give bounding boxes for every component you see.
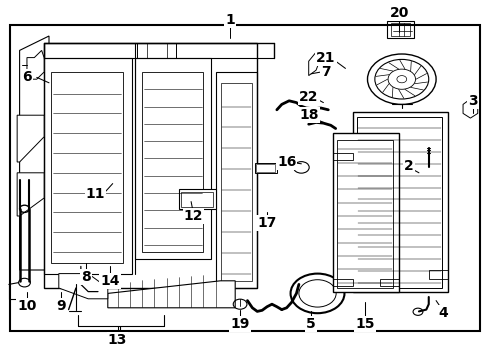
Bar [387,21,414,38]
Bar [44,58,132,274]
Text: 13: 13 [108,333,127,347]
Circle shape [291,274,344,313]
Polygon shape [44,43,257,288]
Polygon shape [59,274,108,299]
Bar [353,112,448,292]
Text: 20: 20 [390,6,409,19]
Bar [220,83,252,281]
Text: 7: 7 [321,65,331,79]
Text: 14: 14 [100,274,120,288]
Bar [147,43,167,58]
Text: 15: 15 [355,317,375,331]
Bar [333,153,353,160]
Text: 3: 3 [468,94,478,108]
Bar [51,72,122,263]
Polygon shape [27,50,44,79]
Bar [179,189,216,209]
Text: 19: 19 [230,317,250,331]
Polygon shape [463,99,478,118]
Text: 2: 2 [404,159,414,172]
Text: 4: 4 [439,306,448,320]
Bar [357,117,442,288]
Text: 10: 10 [17,299,37,313]
Bar [391,23,410,36]
Polygon shape [309,52,321,76]
Bar [333,279,353,286]
Polygon shape [17,115,44,162]
Text: 17: 17 [257,216,277,230]
Text: 5: 5 [306,317,316,331]
Bar [216,72,257,288]
Bar [255,163,277,173]
Text: 16: 16 [277,155,296,169]
Text: 22: 22 [299,90,318,104]
Bar [142,72,203,252]
Bar [429,270,448,279]
Polygon shape [20,36,49,270]
Bar [353,270,372,279]
Bar [135,58,211,259]
Bar [181,192,213,207]
Bar [137,43,176,58]
Text: 8: 8 [81,270,91,284]
Polygon shape [17,173,44,216]
Text: 6: 6 [22,71,32,84]
Text: 18: 18 [299,108,318,122]
Bar [256,164,275,172]
Bar [353,142,372,151]
Text: 21: 21 [316,51,336,64]
Polygon shape [108,281,235,308]
Text: 11: 11 [86,188,105,201]
Text: 12: 12 [184,209,203,223]
Bar [333,133,399,292]
Text: 9: 9 [56,299,66,313]
Bar [380,279,399,286]
Text: 1: 1 [225,13,235,27]
Bar [337,140,393,288]
Bar [10,25,480,331]
